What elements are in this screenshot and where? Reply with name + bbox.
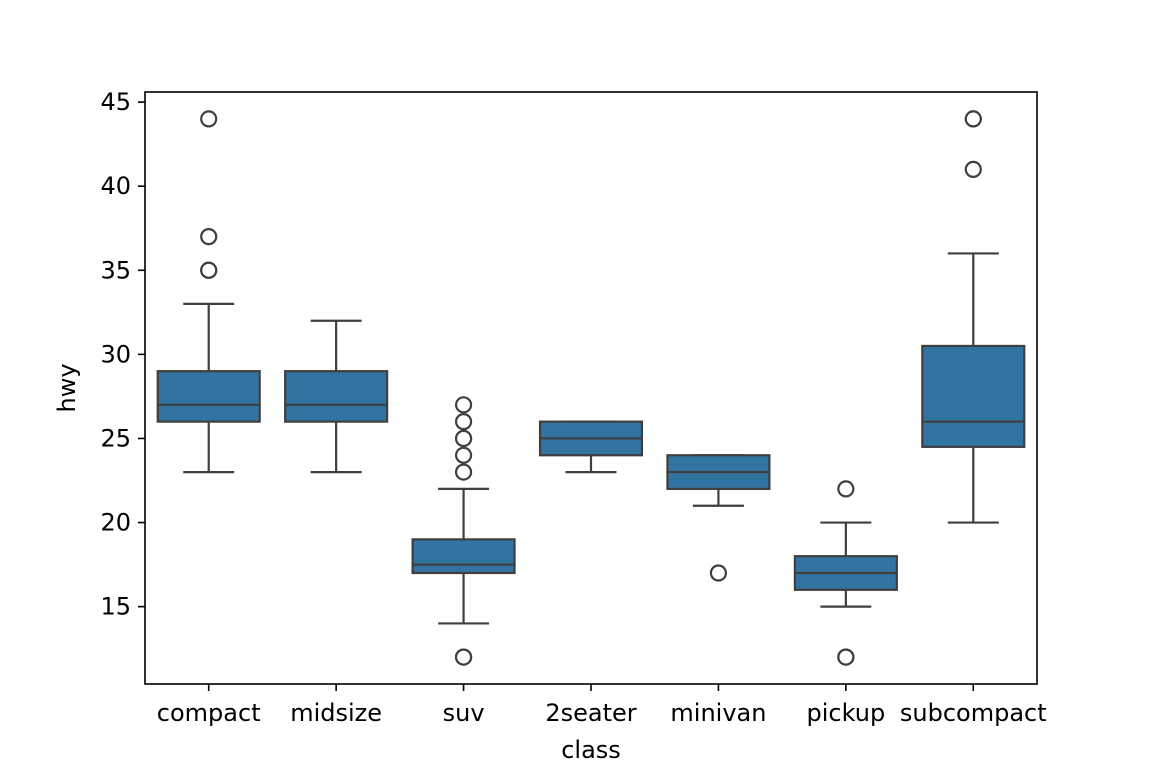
outlier-point xyxy=(454,413,473,431)
y-axis: 15 20 25 30 35 40 45 xyxy=(100,88,145,621)
x-tick-label: subcompact xyxy=(900,699,1047,727)
plot-area xyxy=(156,110,1026,666)
y-tick-label: 45 xyxy=(100,88,131,116)
x-axis: compact midsize suv 2seater minivan pickup sub… xyxy=(157,684,1047,727)
x-tick-label: 2seater xyxy=(545,699,636,727)
y-tick-label: 40 xyxy=(100,172,131,200)
y-tick-label: 15 xyxy=(100,593,131,621)
outlier-point xyxy=(454,396,473,414)
outlier-point xyxy=(454,429,473,448)
outlier-point xyxy=(200,261,218,279)
x-tick-label: suv xyxy=(443,699,485,727)
box-subcompact xyxy=(921,344,1026,448)
x-tick-label: midsize xyxy=(290,699,382,727)
box-group-midsize xyxy=(284,319,389,474)
box-group-subcompact xyxy=(921,110,1026,524)
y-axis-label: hwy xyxy=(53,363,81,412)
outlier-point xyxy=(964,160,982,178)
y-tick-label: 30 xyxy=(100,340,131,368)
box-compact xyxy=(156,370,261,423)
box-group-pickup xyxy=(793,480,898,666)
box-group-suv xyxy=(411,396,516,666)
box-group-2seater xyxy=(538,420,644,474)
outlier-point xyxy=(454,446,473,464)
y-tick-label: 25 xyxy=(100,424,131,452)
x-tick-label: compact xyxy=(157,699,261,727)
box-group-compact xyxy=(156,110,261,474)
outlier-point xyxy=(454,648,473,666)
outlier-point xyxy=(709,564,728,582)
box-midsize xyxy=(284,370,389,423)
y-tick-label: 20 xyxy=(100,509,131,537)
outlier-point xyxy=(200,110,218,128)
box-suv xyxy=(411,538,516,575)
outlier-point xyxy=(837,480,855,498)
x-axis-label: class xyxy=(561,736,621,764)
outlier-point xyxy=(964,110,982,128)
outlier-point xyxy=(837,648,855,666)
box-group-minivan xyxy=(666,454,771,582)
plot-frame xyxy=(144,91,1038,685)
x-tick-label: pickup xyxy=(807,699,886,727)
x-tick-label: minivan xyxy=(670,699,766,727)
y-tick-label: 35 xyxy=(100,256,131,284)
outlier-point xyxy=(454,463,473,481)
outlier-point xyxy=(200,228,218,246)
